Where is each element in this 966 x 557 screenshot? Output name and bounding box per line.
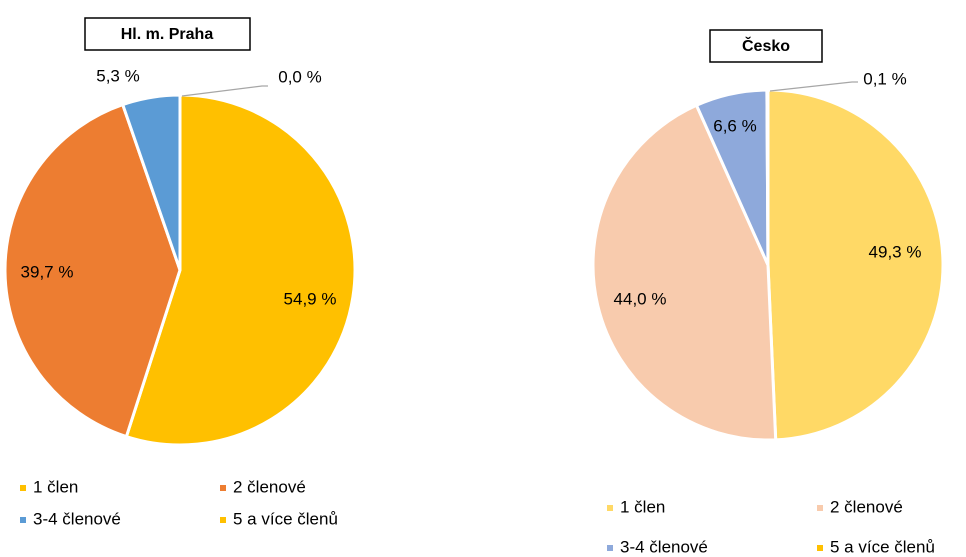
- pie-slice: [766, 88, 945, 442]
- pie-slice: [3, 102, 182, 439]
- legend-label: 1 člen: [620, 497, 665, 516]
- chart-title: Česko: [742, 36, 790, 55]
- legend-swatch: [20, 485, 26, 491]
- title-box: [84, 17, 251, 51]
- data-label: 0,0 %: [278, 67, 321, 86]
- data-label: 49,3 %: [869, 242, 922, 261]
- legend-label: 3-4 členové: [620, 537, 708, 556]
- data-label: 54,9 %: [284, 289, 337, 308]
- legend-swatch: [607, 505, 613, 511]
- pie-slice: [124, 93, 357, 447]
- data-label: 6,6 %: [713, 116, 756, 135]
- chart-title: Hl. m. Praha: [121, 26, 214, 43]
- legend-label: 2 členové: [830, 497, 903, 516]
- legend-label: 3-4 členové: [33, 509, 121, 528]
- data-label: 39,7 %: [21, 262, 74, 281]
- pie-slice: [591, 103, 778, 442]
- leader-line: [769, 81, 858, 92]
- legend-swatch: [817, 505, 823, 511]
- legend-swatch: [817, 545, 823, 551]
- data-label: 5,3 %: [96, 66, 139, 85]
- legend-swatch: [220, 485, 226, 491]
- legend-swatch: [220, 517, 226, 523]
- pie-slice: [765, 88, 770, 266]
- legend-label: 5 a více členů: [233, 509, 338, 528]
- legend-swatch: [607, 545, 613, 551]
- legend-swatch: [20, 517, 26, 523]
- data-label: 0,1 %: [863, 69, 906, 88]
- legend-label: 2 členové: [233, 477, 306, 496]
- title-box: [709, 29, 823, 63]
- legend-label: 1 člen: [33, 477, 78, 496]
- legend-label: 5 a více členů: [830, 537, 935, 556]
- leader-line: [181, 85, 268, 97]
- data-label: 44,0 %: [614, 289, 667, 308]
